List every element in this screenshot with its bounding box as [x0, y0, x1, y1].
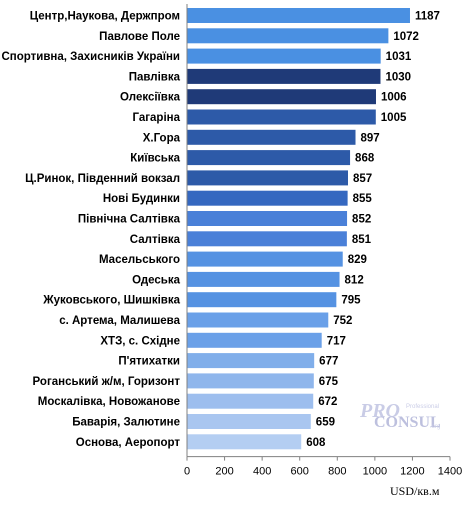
category-label: Масельського [99, 254, 180, 266]
value-label: 1005 [381, 112, 407, 124]
x-axis-label: USD/кв.м [390, 484, 440, 498]
value-label: 717 [327, 335, 346, 347]
category-label: Нові Будинки [103, 193, 180, 205]
value-label: 851 [352, 234, 372, 246]
category-label: Спортивна, Захисників України [2, 51, 181, 63]
bar [187, 312, 329, 328]
x-tick-label: 400 [253, 466, 271, 478]
value-label: 752 [333, 315, 352, 327]
value-label: 659 [316, 417, 335, 429]
bar [187, 231, 347, 247]
category-label: Ц.Ринок, Південний вокзал [25, 173, 180, 185]
value-label: 675 [319, 376, 339, 388]
bar [187, 271, 340, 287]
value-label: 829 [348, 254, 367, 266]
value-label: 868 [355, 153, 375, 165]
category-label: Київська [130, 153, 180, 165]
category-label: Москалівка, Новожанове [38, 396, 180, 408]
bar [187, 251, 343, 267]
x-tick-label: 800 [328, 466, 346, 478]
x-tick-label: 1200 [400, 466, 424, 478]
category-label: Основа, Аеропорт [76, 437, 181, 449]
value-label: 1072 [393, 31, 419, 43]
value-label: 857 [353, 173, 372, 185]
bar [187, 109, 376, 125]
value-label: 608 [306, 437, 326, 449]
value-label: 812 [345, 274, 364, 286]
category-label: Гагаріна [132, 112, 180, 124]
bar [187, 332, 322, 348]
category-label: Роганський ж/м, Горизонт [33, 376, 181, 388]
x-tick-label: 0 [184, 466, 190, 478]
category-label: П'ятихатки [118, 356, 180, 368]
bar [187, 292, 337, 308]
x-tick-label: 600 [291, 466, 309, 478]
category-label: ХТЗ, с. Східне [100, 335, 180, 347]
x-tick-label: 1400 [438, 466, 462, 478]
logo-consul-text: CONSUL [374, 414, 441, 431]
bar [187, 414, 311, 429]
value-label: 897 [361, 132, 380, 144]
logo-org-text: .org [430, 424, 441, 430]
x-tick-label: 1000 [363, 466, 387, 478]
bar [187, 190, 348, 206]
category-label: Павлівка [129, 71, 181, 83]
value-label: 795 [341, 295, 361, 307]
value-label: 677 [319, 356, 338, 368]
value-label: 672 [318, 396, 337, 408]
category-label: Центр,Наукова, Держпром [30, 11, 180, 23]
bar [187, 353, 315, 369]
category-label: Жуковського, Шишківка [42, 295, 180, 307]
logo-professional-text: Professional [406, 404, 440, 410]
category-label: Одеська [132, 274, 180, 286]
bar [187, 434, 302, 450]
x-tick-label: 200 [215, 466, 233, 478]
value-label: 852 [352, 214, 371, 226]
value-label: 1187 [415, 11, 440, 23]
category-label: Баварія, Залютине [72, 417, 180, 429]
category-label: Північна Салтівка [78, 214, 181, 226]
bar [187, 373, 314, 389]
bar [187, 28, 389, 44]
logo-pro-text: PRO [360, 400, 400, 422]
bar [187, 393, 314, 409]
bar [187, 211, 348, 226]
bar [187, 150, 351, 166]
bar [187, 170, 348, 186]
bar [187, 68, 381, 84]
value-label: 1030 [385, 71, 411, 83]
category-label: с. Артема, Малишева [59, 315, 180, 327]
value-label: 855 [353, 193, 373, 205]
value-label: 1006 [381, 92, 407, 104]
bar [187, 8, 410, 23]
category-label: Х.Гора [143, 132, 181, 144]
category-label: Салтівка [130, 234, 181, 246]
category-label: Олексіївка [120, 92, 181, 104]
bar [187, 89, 376, 105]
bar [187, 129, 356, 145]
bar [187, 48, 381, 64]
category-label: Павлове Поле [99, 31, 180, 43]
proconsul-logo: PRO Professional CONSUL .org [360, 400, 450, 434]
value-label: 1031 [386, 51, 412, 63]
